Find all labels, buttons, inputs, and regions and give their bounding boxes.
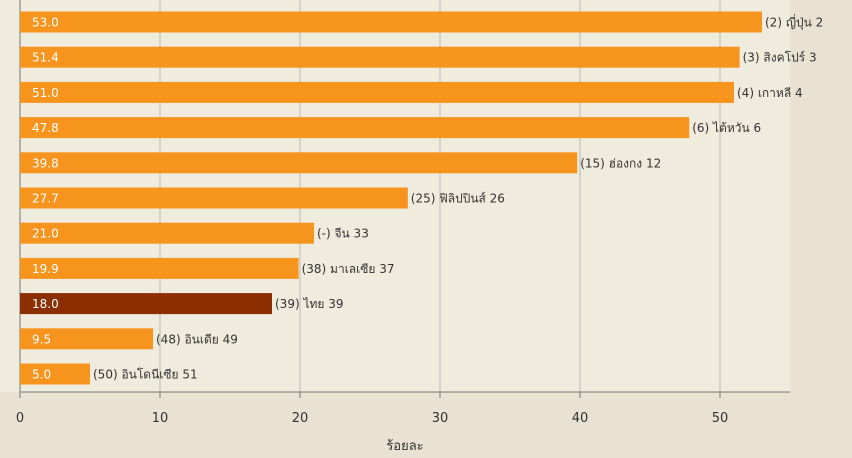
- bar-value-label-4: 39.8: [32, 156, 59, 170]
- bar-value-label-9: 9.5: [32, 332, 51, 346]
- bar-value-label-5: 27.7: [32, 192, 59, 206]
- bar-category-label-7: (38) มาเลเซีย 37: [302, 262, 395, 276]
- x-axis-title: ร้อยละ: [386, 439, 423, 454]
- x-tick-label-40: 40: [572, 411, 589, 426]
- bar-value-label-8: 18.0: [32, 297, 59, 311]
- bar-category-label-8: (39) ไทย 39: [275, 297, 344, 311]
- x-tick-label-20: 20: [292, 411, 309, 426]
- bar-7: [20, 257, 299, 279]
- x-tick-label-10: 10: [152, 411, 169, 426]
- bar-category-label-9: (48) อินเดีย 49: [156, 332, 238, 346]
- bar-value-label-2: 51.0: [32, 86, 59, 100]
- bar-value-label-7: 19.9: [32, 262, 59, 276]
- x-tick-label-0: 0: [16, 411, 24, 426]
- bar-4: [20, 152, 578, 174]
- bars: 53.0 (2) ญี่ปุ่น 2 51.4 (3) สิงคโปร์ 3 51.0 (…: [20, 11, 823, 385]
- bar-value-label-3: 47.8: [32, 121, 59, 135]
- bar-10: [20, 363, 90, 385]
- bar-value-label-6: 21.0: [32, 227, 59, 241]
- bar-category-label-6: (-) จีน 33: [317, 227, 369, 241]
- bar-0: [20, 11, 762, 33]
- bar-category-label-1: (3) สิงคโปร์ 3: [743, 51, 817, 65]
- x-axis: 0 10 20 30 40 50: [16, 391, 790, 426]
- x-tick-label-50: 50: [712, 411, 729, 426]
- bar-category-label-2: (4) เกาหลี 4: [737, 86, 803, 100]
- bar-2: [20, 81, 734, 103]
- bar-category-label-10: (50) อินโดนีเซีย 51: [93, 368, 198, 382]
- bar-category-label-4: (15) ฮ่องกง 12: [580, 156, 661, 170]
- bar-3: [20, 117, 690, 139]
- bar-value-label-10: 5.0: [32, 368, 51, 382]
- bar-category-label-3: (6) ไต้หวัน 6: [692, 121, 761, 135]
- bar-value-label-1: 51.4: [32, 51, 59, 65]
- x-tick-label-30: 30: [432, 411, 449, 426]
- bar-category-label-5: (25) ฟิลิปปินส์ 26: [411, 192, 505, 206]
- bar-1: [20, 46, 740, 68]
- bar-value-label-0: 53.0: [32, 16, 59, 30]
- bar-5: [20, 187, 408, 209]
- bar-9: [20, 328, 153, 350]
- bar-category-label-0: (2) ญี่ปุ่น 2: [765, 14, 823, 31]
- bar-8: [20, 293, 272, 315]
- bar-6: [20, 222, 314, 244]
